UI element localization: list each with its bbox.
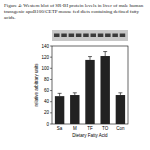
y-tick-label: 80: [44, 77, 50, 82]
error-cap: [88, 56, 92, 57]
error-bar: [74, 93, 75, 95]
bar: [70, 95, 79, 124]
x-tick-label: TF: [87, 126, 93, 131]
error-cap: [118, 92, 122, 93]
blot-band: [120, 34, 126, 38]
y-tick: [50, 112, 52, 113]
caption: Figure 4: Western blot of SR-BI protein …: [4, 3, 146, 21]
y-tick: [50, 68, 52, 69]
x-axis-label: Dietary Fatty Acid: [72, 133, 108, 138]
bar: [55, 96, 64, 124]
y-tick: [50, 46, 52, 47]
blot-band: [98, 34, 104, 38]
x-tick-label: M: [73, 126, 77, 131]
blot-band: [112, 34, 118, 38]
x-tick-label: TO: [102, 126, 109, 131]
y-tick: [50, 101, 52, 102]
y-tick-label: 100: [41, 66, 49, 71]
plot-frame: [52, 46, 128, 124]
y-axis-label: relative arbitrary units: [34, 63, 39, 107]
error-bar: [90, 57, 91, 60]
error-cap: [73, 92, 77, 93]
error-bar: [120, 93, 121, 95]
bars: [55, 52, 125, 124]
blot-band: [69, 34, 75, 38]
y-tick: [50, 79, 52, 80]
blot-background: [52, 30, 128, 41]
blot-band: [91, 34, 97, 38]
error-cap: [103, 51, 107, 52]
blot-band: [76, 34, 82, 38]
y-tick-label: 60: [44, 88, 50, 93]
blot-band: [83, 34, 89, 38]
chart: 0 20 40 60 80 100 120 140 relative arbitrary uni…: [0, 0, 150, 150]
error-bar: [105, 52, 106, 56]
error-cap: [58, 93, 62, 94]
y-tick: [50, 124, 52, 125]
blot-band: [105, 34, 111, 38]
y-tick: [50, 90, 52, 91]
bar: [85, 60, 94, 124]
y-tick-label: 0: [46, 122, 49, 127]
x-tick-label: Sa: [57, 126, 63, 131]
y-tick-label: 40: [44, 99, 50, 104]
blot-band: [61, 34, 67, 38]
blot-band: [54, 34, 60, 38]
y-tick: [50, 57, 52, 58]
y-tick-label: 140: [41, 44, 49, 49]
blot-image: [52, 30, 128, 41]
bar: [100, 56, 109, 124]
bar: [116, 95, 125, 124]
y-tick-label: 20: [44, 110, 50, 115]
x-tick-label: Con: [116, 126, 125, 131]
y-tick-label: 120: [41, 55, 49, 60]
error-bar: [59, 93, 60, 96]
